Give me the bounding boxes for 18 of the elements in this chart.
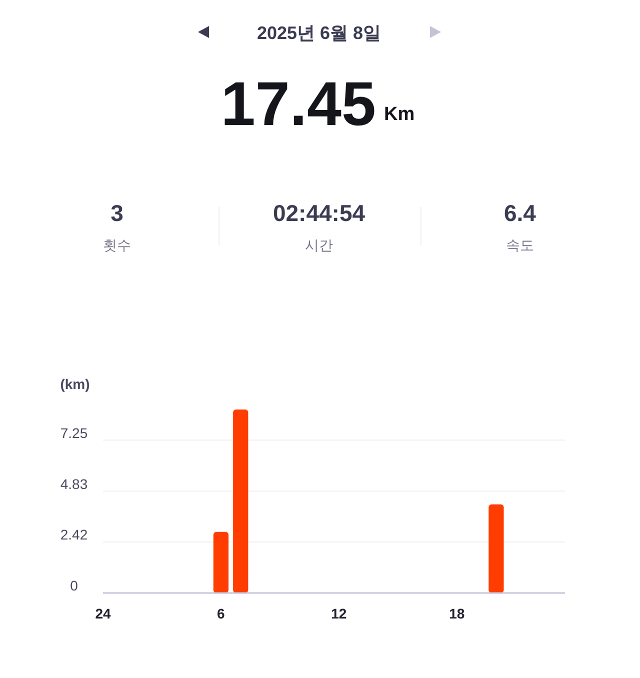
xtick-label: 6 <box>217 606 225 622</box>
annotation: 02:44:54 <box>272 200 366 226</box>
ytick-label: 0 <box>70 578 78 594</box>
xtick-label: 24 <box>95 606 111 622</box>
title: 2025년 6월 8일 <box>256 23 382 43</box>
ytick-label: 7.25 <box>60 424 88 441</box>
annotation: 속도 <box>506 237 534 253</box>
annotation: 6.4 <box>504 200 536 226</box>
xtick-label: 18 <box>449 606 465 622</box>
annotation: 시간 <box>305 237 333 253</box>
annotation: 17.45 <box>220 70 376 139</box>
xtick-label: 12 <box>331 606 347 622</box>
annotation: 3 <box>110 200 124 226</box>
ylabel: (km) <box>60 376 90 392</box>
ytick-label: 2.42 <box>60 526 88 543</box>
annotation: 횟수 <box>103 237 131 253</box>
ytick-label: 4.83 <box>60 476 88 492</box>
annotation: Km <box>384 104 415 125</box>
